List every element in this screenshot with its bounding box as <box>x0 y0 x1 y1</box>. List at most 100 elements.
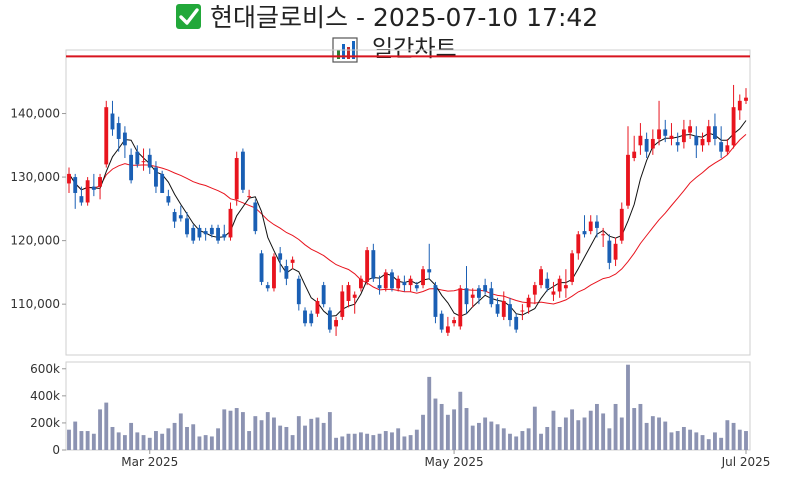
volume-bar <box>222 409 227 450</box>
volume-bar <box>104 402 109 450</box>
volume-bar <box>545 426 550 450</box>
candle-body <box>613 243 618 260</box>
candle-body <box>427 269 432 273</box>
candle-body <box>240 151 245 190</box>
price-panel: 110,000 120,000 130,000 140,000 <box>10 49 751 356</box>
candle-body <box>713 126 717 139</box>
candle <box>601 227 606 247</box>
candle <box>532 281 537 305</box>
candle <box>154 161 158 193</box>
candlestick-series <box>67 84 748 336</box>
candle <box>688 119 693 139</box>
candle-body <box>681 129 686 143</box>
candle-body <box>563 285 568 289</box>
volume-tick-label: 400k <box>30 389 60 403</box>
candle <box>296 275 301 311</box>
candle-body <box>352 294 357 298</box>
candle <box>495 297 500 317</box>
candle <box>539 266 543 289</box>
candle-body <box>147 154 152 168</box>
candle-body <box>334 320 338 327</box>
candle-body <box>669 135 674 139</box>
candle <box>79 186 84 206</box>
candle-body <box>259 253 264 282</box>
candle <box>358 275 363 292</box>
candle-body <box>327 310 332 330</box>
candle <box>706 119 711 146</box>
candle <box>483 278 488 295</box>
candle-body <box>744 97 748 101</box>
volume-bar <box>396 428 401 450</box>
candle <box>234 151 239 206</box>
candle <box>321 281 326 308</box>
volume-bar <box>582 417 587 450</box>
candle-body <box>470 294 475 298</box>
volume-bar <box>452 409 457 450</box>
candle <box>650 129 655 155</box>
candle-body <box>445 326 450 333</box>
volume-bar <box>185 426 189 450</box>
candle-body <box>595 221 599 228</box>
candle-body <box>532 285 537 295</box>
candle <box>725 138 730 155</box>
candle <box>141 148 146 171</box>
candle <box>613 237 618 267</box>
candle-body <box>209 227 214 235</box>
volume-bar <box>427 376 432 450</box>
volume-bar <box>414 429 419 450</box>
volume-bar <box>526 428 531 450</box>
candle <box>278 246 283 273</box>
candle <box>172 208 177 228</box>
candle-body <box>477 288 481 298</box>
candle-body <box>408 278 413 286</box>
candle-body <box>104 107 109 165</box>
candle-body <box>185 218 189 235</box>
candle-body <box>694 135 699 146</box>
candle-body <box>570 253 575 282</box>
candle-body <box>675 142 680 146</box>
volume-bar <box>340 436 345 450</box>
candle-body <box>489 288 494 305</box>
candle-body <box>700 138 705 146</box>
candle <box>557 275 562 298</box>
candle-body <box>191 227 196 241</box>
candle <box>396 275 401 292</box>
chart-title: 현대글로비스 - 2025-07-10 17:42 <box>210 3 598 32</box>
candle <box>365 246 370 286</box>
candle <box>514 313 519 333</box>
candle <box>253 199 258 235</box>
candle <box>390 269 394 292</box>
volume-tick-label: 600k <box>30 362 60 376</box>
candle <box>619 202 624 244</box>
candle <box>104 100 109 168</box>
candle <box>563 269 568 298</box>
volume-bar <box>85 431 90 450</box>
candle <box>315 297 320 317</box>
candle-body <box>383 272 388 289</box>
check-box-icon <box>176 4 201 29</box>
candle <box>73 173 78 209</box>
candle <box>595 215 599 238</box>
volume-bar <box>402 436 407 450</box>
volume-bar <box>607 428 612 450</box>
candle <box>582 215 587 238</box>
candle-body <box>272 256 276 289</box>
date-axis: Mar 2025 May 2025 Jul 2025 <box>121 450 770 469</box>
candle-body <box>365 250 370 282</box>
candle-body <box>588 221 593 232</box>
candle <box>570 250 575 286</box>
candle-body <box>557 278 562 292</box>
candle <box>272 253 276 292</box>
candle <box>501 291 506 321</box>
candle <box>122 126 127 159</box>
volume-bar <box>352 433 357 450</box>
price-plot-frame <box>65 49 751 356</box>
candle <box>576 231 581 260</box>
date-tick-label: May 2025 <box>424 455 483 469</box>
candle <box>470 288 475 308</box>
price-tick-label: 140,000 <box>10 107 60 121</box>
volume-bar <box>160 433 165 450</box>
candle <box>135 145 140 168</box>
candle-body <box>309 313 314 324</box>
volume-bar <box>737 429 742 450</box>
